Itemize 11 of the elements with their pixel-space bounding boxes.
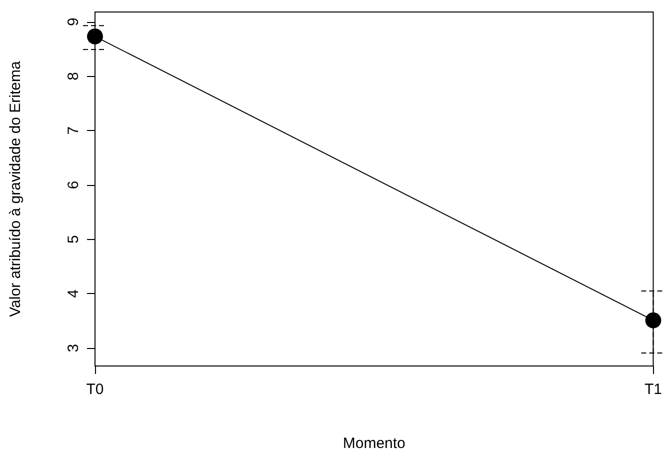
y-tick-label: 8 (65, 72, 82, 80)
y-tick-label: 7 (65, 126, 82, 135)
x-axis-title: Momento (342, 435, 406, 452)
x-tick-label: T1 (644, 381, 662, 398)
y-tick-label: 4 (65, 290, 82, 298)
y-tick-label: 5 (65, 235, 82, 244)
y-tick-label: 9 (65, 18, 82, 26)
y-axis-title: Valor atribuído à gravidade do Eritema (7, 60, 24, 317)
x-tick-label: T0 (86, 381, 104, 398)
y-tick-label: 3 (65, 344, 82, 352)
y-tick-label: 6 (65, 180, 82, 190)
